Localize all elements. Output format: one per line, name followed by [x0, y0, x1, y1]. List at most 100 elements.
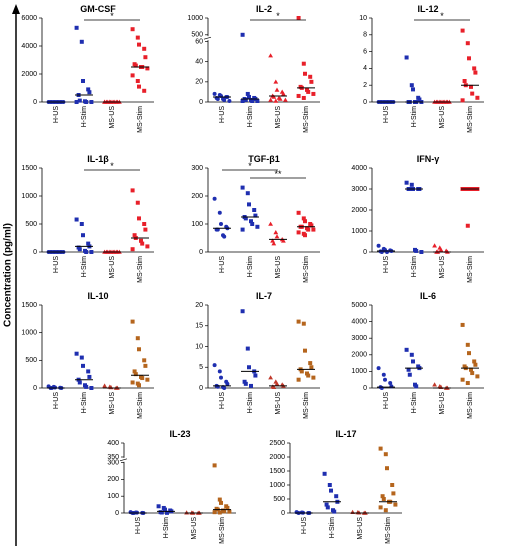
data-point: [325, 505, 330, 510]
panel-title: IL-1β: [87, 154, 109, 164]
y-tick-label: 60: [195, 38, 203, 45]
data-point: [130, 73, 135, 78]
data-point: [432, 382, 437, 387]
data-point: [383, 452, 388, 457]
data-point: [212, 196, 217, 201]
x-tick-label: H-Stim: [411, 256, 418, 278]
data-point: [268, 221, 273, 226]
data-point: [243, 216, 248, 221]
data-point: [411, 359, 415, 364]
data-point: [271, 94, 277, 99]
data-point: [311, 91, 316, 96]
y-tick-label: 2500: [269, 440, 285, 447]
y-tick-label: 0: [199, 385, 203, 392]
data-point: [268, 375, 273, 380]
data-point: [472, 66, 477, 71]
data-point: [84, 100, 89, 104]
data-point: [277, 96, 283, 101]
data-point: [215, 96, 220, 101]
x-tick-label: H-US: [383, 392, 390, 409]
data-point: [391, 491, 396, 496]
data-point: [411, 87, 415, 92]
x-tick-label: H-US: [219, 106, 226, 123]
data-point: [135, 336, 140, 341]
x-tick-label: H-Stim: [81, 392, 88, 414]
y-tick-label: 20: [195, 79, 203, 86]
data-point: [77, 247, 82, 252]
break-mark: [119, 458, 128, 462]
significance-label: *: [440, 11, 444, 21]
y-tick-label: 2000: [21, 71, 37, 78]
y-tick-label: 2000: [269, 454, 285, 461]
data-point: [309, 79, 314, 84]
x-tick-label: MS-Stim: [467, 256, 474, 283]
data-point: [212, 463, 217, 468]
data-point: [137, 42, 141, 47]
data-point: [219, 375, 223, 380]
y-tick-label: 400: [107, 440, 119, 447]
data-point: [240, 32, 245, 37]
y-tick-label: 3000: [351, 186, 367, 193]
data-point: [250, 98, 255, 103]
data-point: [255, 224, 260, 229]
y-tick-label: 100: [107, 493, 119, 500]
data-point: [432, 243, 437, 248]
x-tick-label: H-US: [219, 256, 226, 273]
panel-title: IL-12: [417, 4, 438, 14]
data-point: [378, 505, 383, 510]
x-tick-label: MS-Stim: [385, 517, 392, 544]
y-tick-label: 20: [195, 302, 203, 309]
data-point: [296, 377, 301, 382]
data-point: [222, 509, 227, 514]
x-tick-label: MS-US: [109, 392, 116, 415]
significance-label: *: [276, 11, 280, 21]
data-point: [473, 362, 478, 367]
data-point: [268, 53, 273, 58]
data-point: [404, 347, 409, 352]
y-tick-label: 1500: [269, 468, 285, 475]
data-point: [303, 233, 307, 238]
y-tick-label: 10: [359, 15, 367, 22]
y-tick-label: 1500: [21, 165, 37, 172]
panel-title: IFN-γ: [417, 154, 440, 164]
y-tick-label: 40: [195, 59, 203, 66]
data-point: [301, 61, 306, 66]
data-point: [308, 361, 313, 366]
data-point: [281, 91, 286, 96]
x-tick-label: MS-Stim: [137, 106, 144, 133]
y-tick-label: 4000: [351, 165, 367, 172]
data-point: [324, 502, 329, 507]
data-point: [376, 243, 381, 248]
significance-label: *: [110, 11, 114, 21]
data-point: [242, 379, 247, 384]
data-point: [390, 483, 395, 487]
data-point: [301, 321, 306, 326]
y-tick-label: 1000: [21, 193, 37, 200]
data-point: [156, 504, 161, 509]
data-point: [137, 216, 141, 221]
data-point: [253, 373, 258, 378]
x-tick-label: H-Stim: [247, 392, 254, 414]
data-point: [475, 95, 480, 100]
y-tick-label: 4: [363, 65, 367, 72]
data-point: [404, 180, 409, 185]
y-tick-label: 4000: [21, 43, 37, 50]
data-point: [79, 222, 84, 226]
data-point: [142, 46, 147, 51]
x-tick-label: MS-US: [109, 106, 116, 129]
data-point: [296, 16, 301, 20]
data-point: [212, 363, 217, 368]
data-point: [143, 55, 148, 60]
data-point: [470, 371, 475, 376]
data-point: [102, 383, 107, 388]
data-point: [311, 375, 316, 380]
data-point: [281, 238, 286, 243]
y-tick-label: 6: [363, 48, 367, 55]
x-tick-label: MS-Stim: [303, 256, 310, 283]
data-point: [334, 494, 339, 499]
data-point: [145, 244, 150, 249]
data-point: [379, 386, 384, 390]
data-point: [393, 502, 398, 507]
y-tick-label: 0: [199, 249, 203, 256]
data-point: [406, 367, 411, 372]
